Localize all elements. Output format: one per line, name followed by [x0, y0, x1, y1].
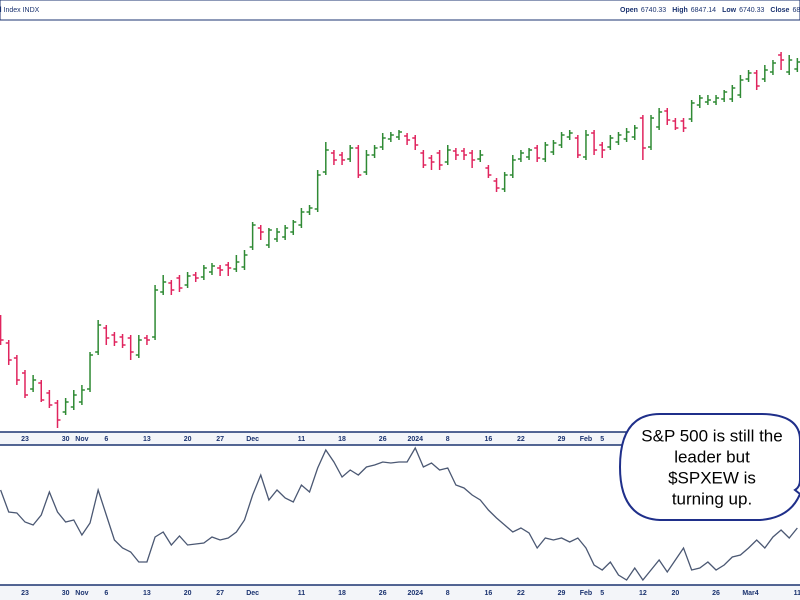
callout-text: leader but [674, 447, 750, 466]
header-title: l Index INDX [0, 7, 40, 14]
x-axis-strip [0, 584, 800, 600]
x-tick-label: 5 [600, 590, 604, 597]
x-tick-label: 13 [143, 590, 151, 597]
x-tick-label: 13 [143, 436, 151, 443]
x-tick-label: 11 [298, 436, 306, 443]
x-tick-label: 11 [794, 590, 800, 597]
header-value: 6847.14 [691, 7, 716, 14]
x-tick-label: 8 [446, 436, 450, 443]
x-tick-label: Nov [75, 436, 88, 443]
header-label: Low [722, 7, 737, 14]
x-tick-label: 23 [21, 436, 29, 443]
x-tick-label: 6 [104, 436, 108, 443]
x-tick-label: 18 [338, 590, 346, 597]
x-tick-label: 5 [600, 436, 604, 443]
x-axis-strip [0, 431, 800, 446]
plot-layer [0, 52, 800, 582]
header-bar [0, 0, 800, 21]
x-tick-label: 29 [558, 436, 566, 443]
x-tick-label: 22 [517, 436, 525, 443]
x-tick-label: 30 [62, 590, 70, 597]
x-tick-label: 11 [298, 590, 306, 597]
x-tick-label: Feb [580, 436, 592, 443]
x-tick-label: 18 [338, 436, 346, 443]
x-tick-label: 20 [184, 590, 192, 597]
callout: S&P 500 is still the leader but $SPXEW i… [618, 413, 800, 521]
x-tick-label: 20 [184, 436, 192, 443]
x-tick-label: Mar [742, 590, 755, 597]
x-tick-label: Nov [75, 590, 88, 597]
x-tick-label: 30 [62, 436, 70, 443]
x-tick-label: 16 [485, 590, 493, 597]
x-tick-label: 22 [517, 590, 525, 597]
x-tick-label: 26 [712, 590, 720, 597]
x-tick-label: 12 [639, 590, 647, 597]
x-tick-label: 20 [671, 590, 679, 597]
x-tick-label: 2024 [407, 590, 423, 597]
x-tick-label: 23 [21, 590, 29, 597]
header-label: High [672, 7, 688, 14]
x-tick-label: 26 [379, 436, 387, 443]
header-label: Open [620, 7, 638, 14]
x-tick-label: Feb [580, 590, 592, 597]
x-tick-label: 4 [755, 590, 759, 597]
x-tick-label: 26 [379, 590, 387, 597]
callout-text: S&P 500 is still the [641, 426, 782, 445]
x-tick-label: 2024 [407, 436, 423, 443]
header-value: 6740.33 [739, 7, 764, 14]
line-series [0, 446, 798, 582]
x-tick-label: 29 [558, 590, 566, 597]
x-tick-label: 8 [446, 590, 450, 597]
callout-text: turning up. [672, 489, 752, 508]
header-label: Close [770, 7, 789, 14]
x-tick-label: 6 [104, 590, 108, 597]
x-tick-label: 27 [216, 436, 224, 443]
x-tick-label: 16 [485, 436, 493, 443]
x-tick-label: Dec [246, 436, 259, 443]
header-value: 6740.33 [641, 7, 666, 14]
x-tick-label: 27 [216, 590, 224, 597]
header-value: 684 [792, 7, 800, 14]
x-tick-label: Dec [246, 590, 259, 597]
callout-text: $SPXEW is [668, 468, 756, 487]
